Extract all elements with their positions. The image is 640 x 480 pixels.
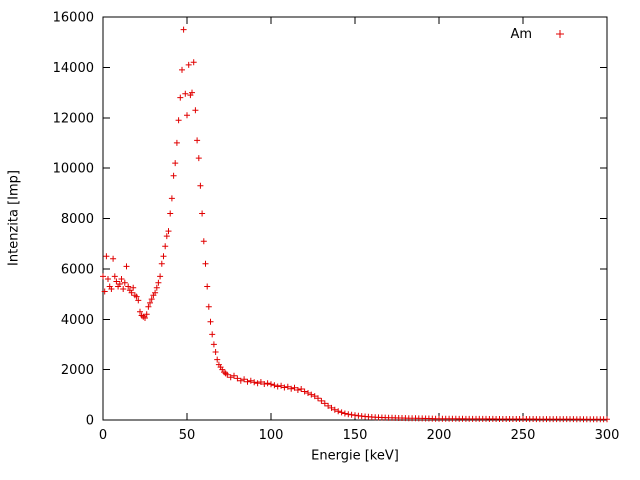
x-tick-label: 300 xyxy=(595,428,620,443)
plot-border xyxy=(102,16,608,421)
y-tick-label: 14000 xyxy=(53,61,94,76)
x-axis-label: Energie [keV] xyxy=(311,448,399,464)
y-tick-label: 12000 xyxy=(53,111,94,126)
y-ticks xyxy=(103,16,607,421)
y-axis-label: Intenzita [Imp] xyxy=(6,170,22,266)
x-tick-label: 250 xyxy=(511,428,536,443)
y-tick-label: 0 xyxy=(86,414,94,429)
x-ticks xyxy=(102,17,608,420)
y-tick-label: 16000 xyxy=(53,11,94,26)
legend-marker-plus-icon xyxy=(556,30,564,38)
x-tick-label: 150 xyxy=(343,428,368,443)
y-tick-labels: 0 2000 4000 6000 8000 10000 12000 14000 16000 xyxy=(53,11,94,429)
y-tick-label: 10000 xyxy=(53,162,94,177)
x-tick-labels: 0 50 100 150 200 250 300 xyxy=(99,428,620,443)
x-tick-label: 50 xyxy=(179,428,196,443)
x-tick-label: 0 xyxy=(99,428,107,443)
x-tick-label: 100 xyxy=(259,428,284,443)
legend: Am xyxy=(510,27,564,42)
x-tick-label: 200 xyxy=(427,428,452,443)
series-am-points xyxy=(100,26,610,423)
legend-label: Am xyxy=(510,27,532,42)
y-tick-label: 4000 xyxy=(61,313,94,328)
y-tick-label: 6000 xyxy=(61,262,94,277)
y-tick-label: 2000 xyxy=(61,363,94,378)
y-tick-label: 8000 xyxy=(61,212,94,227)
